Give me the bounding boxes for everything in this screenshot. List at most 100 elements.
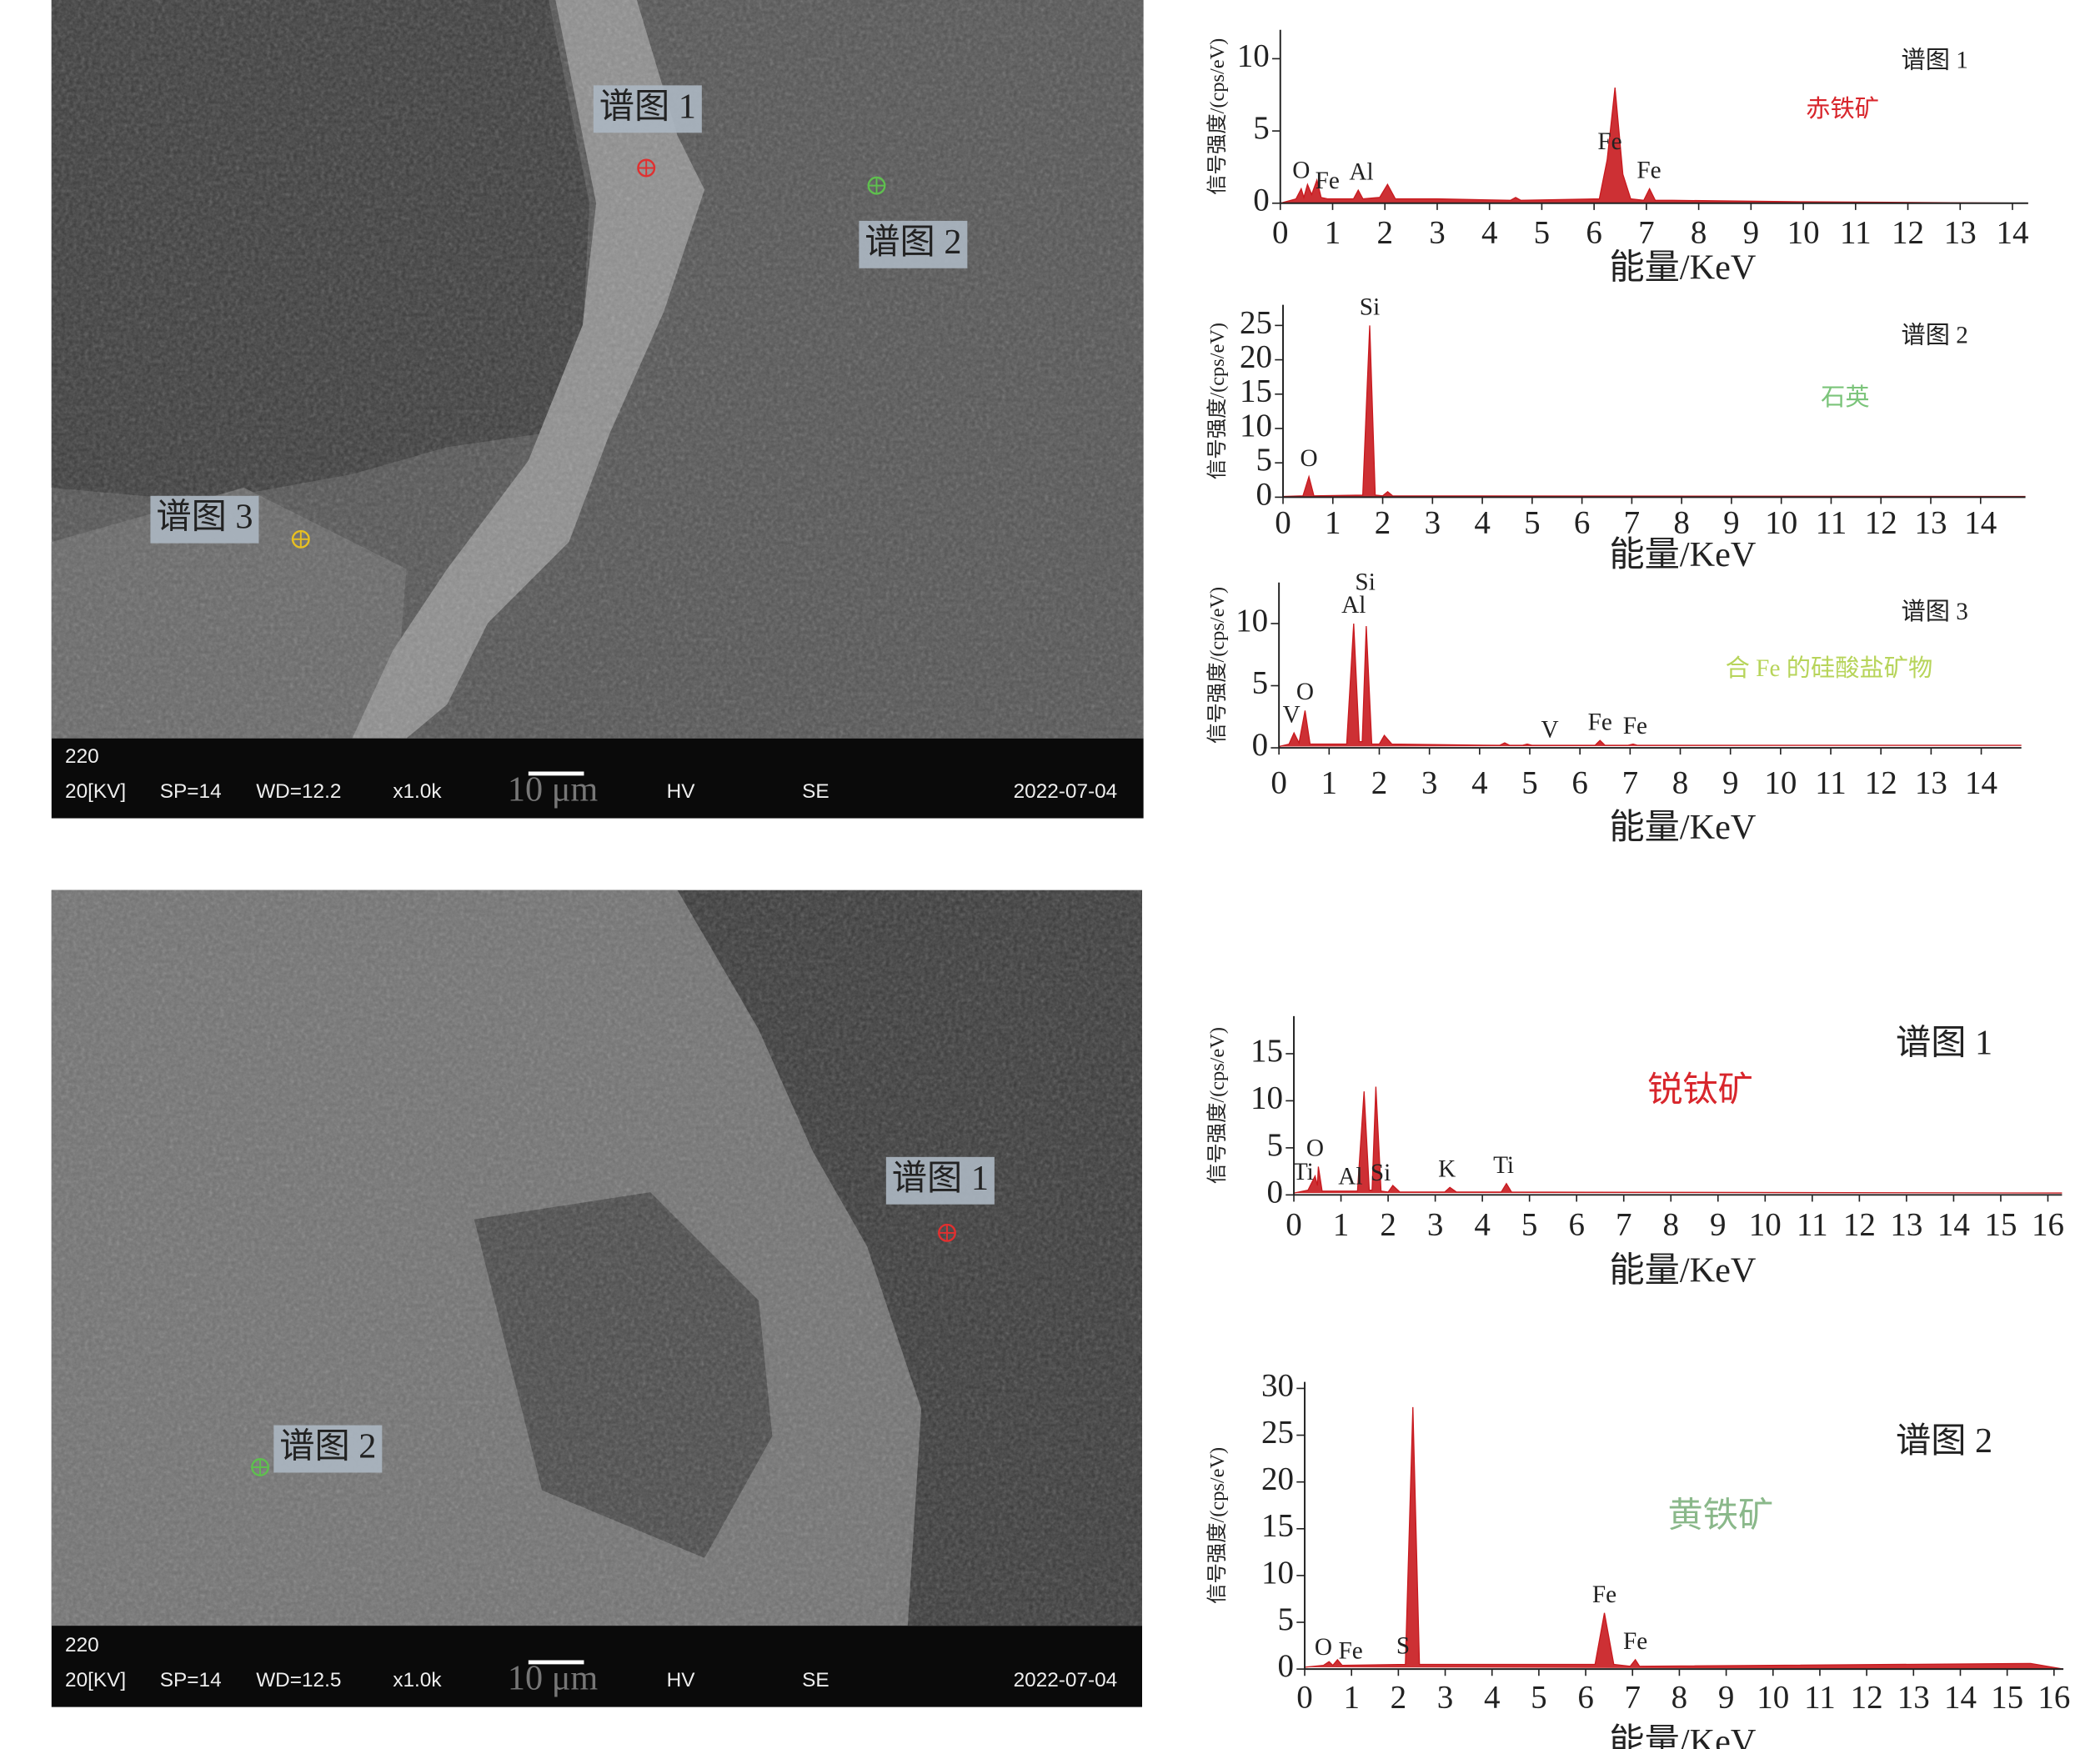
x-tick-label: 12 [1865,504,1897,540]
x-tick-label: 12 [1843,1206,1876,1242]
peak-label: Fe [1623,1628,1647,1655]
y-tick-label: 5 [1256,442,1273,478]
peak-label: Al [1349,158,1373,185]
x-tick-label: 1 [1325,504,1341,540]
spectrum-label: 谱图 1 [892,1159,989,1198]
spectrum-label: 谱图 1 [599,87,696,126]
peak-label: Fe [1623,713,1647,739]
x-axis-label: 能量/KeV [1609,535,1757,574]
x-tick-label: 8 [1673,504,1690,540]
y-tick-label: 15 [1250,1033,1283,1069]
info-text: SP=14 [160,1669,222,1691]
peak-label: Ti [1493,1152,1514,1179]
x-tick-label: 0 [1272,215,1289,251]
sem-image-bottom [51,890,1143,1707]
spectrum [1304,1406,2064,1670]
spectrum-label-box [593,85,702,133]
scale-label: 10 μm [508,769,598,809]
x-tick-label: 3 [1429,215,1446,251]
x-tick-label: 11 [1840,215,1872,251]
sem-texture [51,890,1143,1626]
x-tick-label: 7 [1625,1679,1641,1715]
x-tick-label: 13 [1915,504,1947,540]
spectrum [1282,325,2026,498]
x-tick-label: 2 [1371,765,1388,801]
spectrum [1293,1086,2062,1194]
y-tick-label: 0 [1267,1174,1283,1210]
x-tick-label: 11 [1804,1679,1836,1715]
x-tick-label: 13 [1897,1679,1930,1715]
y-tick-label: 5 [1252,664,1269,700]
x-tick-label: 9 [1743,215,1760,251]
x-tick-label: 2 [1375,504,1391,540]
spectrum [1278,623,2022,748]
spectrum-label: 谱图 3 [156,498,253,537]
x-tick-label: 5 [1521,765,1538,801]
x-tick-label: 6 [1577,1679,1594,1715]
info-text: 20[KV] [65,1669,126,1691]
x-tick-label: 1 [1325,215,1341,251]
x-tick-label: 12 [1865,765,1897,801]
peak-label: O [1292,158,1310,184]
x-tick-label: 2 [1376,215,1393,251]
peak-label: Fe [1588,709,1612,735]
y-tick-label: 10 [1250,1080,1283,1115]
spot-marker-cross [252,1459,268,1476]
x-tick-label: 10 [1764,765,1797,801]
y-tick-label: 15 [1240,373,1272,409]
x-tick-label: 12 [1892,215,1924,251]
x-tick-label: 3 [1421,765,1438,801]
x-tick-label: 13 [1944,215,1977,251]
y-tick-label: 10 [1240,408,1272,444]
x-tick-label: 3 [1427,1206,1443,1242]
peak-label: V [1541,716,1559,743]
x-tick-label: 5 [1531,1679,1547,1715]
x-tick-label: 8 [1671,1679,1688,1715]
peak-label: S [1396,1633,1410,1660]
peak-label: Al [1341,592,1366,619]
info-text: HV [667,1669,696,1691]
mineral-label: 石英 [1821,383,1870,411]
info-text: HV [667,780,696,803]
info-text: SE [802,780,829,803]
spectrum-label: 谱图 2 [865,223,961,262]
peak-label: O [1315,1634,1332,1661]
x-tick-label: 7 [1616,1206,1632,1242]
spectrum [1280,88,2028,204]
info-text: 220 [65,1634,99,1656]
x-tick-label: 12 [1851,1679,1883,1715]
mineral-label: 赤铁矿 [1806,95,1879,123]
spectrum-label-box [885,1156,995,1205]
x-tick-label: 11 [1797,1206,1828,1242]
x-axis-label: 能量/KeV [1609,1250,1757,1290]
x-tick-label: 14 [1964,504,1997,540]
y-tick-label: 25 [1240,304,1272,340]
x-tick-label: 1 [1321,765,1338,801]
spectrum-title: 谱图 1 [1901,46,1967,73]
spectrum-title: 谱图 2 [1896,1421,1992,1461]
x-tick-label: 2 [1380,1206,1396,1242]
x-tick-label: 11 [1816,504,1847,540]
y-tick-label: 0 [1256,476,1273,512]
spectrum-label-box [273,1425,383,1473]
peak-label: Fe [1316,168,1340,194]
x-tick-label: 6 [1586,215,1601,251]
x-tick-label: 8 [1672,765,1689,801]
x-tick-label: 9 [1722,765,1739,801]
x-tick-label: 10 [1765,504,1797,540]
y-tick-label: 0 [1252,727,1269,763]
mineral-label: 合 Fe 的硅酸盐矿物 [1726,654,1933,682]
x-tick-label: 4 [1474,1206,1491,1242]
sem-info-bar [51,738,1144,819]
y-axis-label: 信号强度/(cps/eV) [1206,1447,1229,1604]
peak-label: K [1438,1156,1456,1183]
info-text: 2022-07-04 [1014,1669,1118,1691]
x-tick-label: 13 [1915,765,1947,801]
x-tick-label: 9 [1710,1206,1727,1242]
y-tick-label: 10 [1235,603,1268,639]
peak-label: Fe [1636,158,1661,184]
peak-label: O [1296,679,1314,705]
x-tick-label: 5 [1524,504,1541,540]
x-tick-label: 16 [2037,1679,2070,1715]
x-tick-label: 11 [1815,765,1847,801]
